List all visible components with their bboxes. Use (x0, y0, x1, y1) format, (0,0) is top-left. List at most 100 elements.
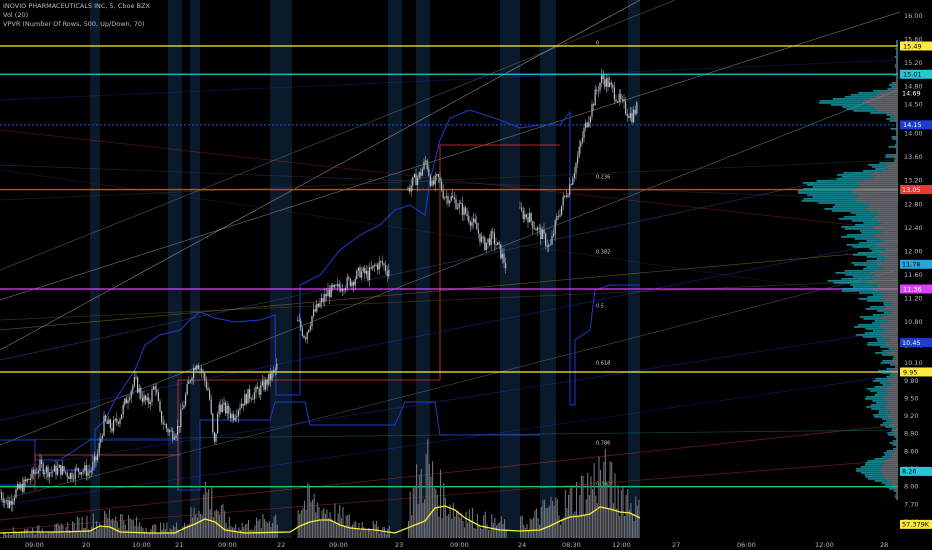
level-tag-label: 15.49 (903, 42, 922, 50)
vpvr-bar-up (835, 272, 870, 274)
vpvr-bar-down (877, 254, 898, 256)
vpvr-bar-down (897, 76, 898, 78)
candle-body (97, 453, 99, 461)
vpvr-bar-up (879, 382, 890, 384)
vpvr-bar-down (893, 434, 898, 436)
vpvr-bar-up (894, 158, 897, 160)
vpvr-indicator-label: VPVR (Number Of Rows, 500, Up/Down, 70) (3, 20, 145, 28)
price-tag (900, 185, 932, 195)
volume-bar (56, 523, 58, 538)
candle-body (314, 309, 316, 312)
candle-body (274, 369, 276, 371)
vpvr-bar-up (887, 88, 894, 90)
vpvr-bar-up (894, 436, 897, 438)
candle-body (143, 395, 145, 402)
volume-bar (238, 527, 240, 538)
candle-body (157, 392, 159, 402)
volume-bar (385, 533, 387, 538)
vpvr-bar-up (854, 238, 879, 240)
vpvr-bar-down (892, 156, 898, 158)
candle-body (13, 497, 15, 502)
candle-body (29, 478, 31, 480)
volume-bar (89, 529, 91, 538)
candle-body (297, 320, 299, 322)
price-tag-label: 14.69 (902, 89, 921, 97)
volume-bar (176, 522, 178, 538)
vpvr-bar-up (894, 66, 897, 68)
vpvr-bar-up (894, 56, 897, 58)
candle-body (247, 389, 249, 404)
vpvr-bar-down (897, 50, 898, 52)
volume-bar (139, 522, 141, 538)
vpvr-bar-down (891, 302, 898, 304)
vpvr-bar-up (830, 104, 868, 106)
vpvr-bar-down (884, 344, 898, 346)
volume-bar (256, 517, 258, 538)
volume-bar (424, 499, 426, 538)
vpvr-bar-down (874, 244, 898, 246)
vpvr-bar-up (893, 74, 896, 76)
candle-body (407, 187, 409, 189)
candle-body (588, 122, 590, 127)
vpvr-bar-down (868, 206, 898, 208)
volume-bar (48, 532, 50, 538)
candle-body (164, 424, 166, 425)
candle-body (39, 460, 41, 471)
vpvr-bar-up (881, 354, 891, 356)
vpvr-bar-down (884, 300, 898, 302)
vpvr-bar-down (887, 416, 898, 418)
volume-bar (428, 463, 430, 538)
volume-bar (502, 523, 504, 538)
vpvr-bar-up (807, 184, 858, 186)
volume-bar (619, 515, 621, 538)
candle-body (140, 388, 142, 398)
candle-body (236, 416, 238, 418)
volume-bar (454, 516, 456, 538)
fib-label: 0.5 (596, 303, 604, 309)
candle-body (212, 413, 214, 433)
volume-bar (206, 492, 208, 538)
vpvr-bar-up (896, 62, 898, 64)
volume-bar (628, 509, 630, 538)
time-tick-label: 20 (82, 541, 90, 549)
vpvr-bar-down (892, 154, 898, 156)
session-band (168, 0, 182, 538)
volume-bar (332, 522, 334, 538)
volume-bar (584, 514, 586, 538)
vpvr-bar-down (883, 328, 898, 330)
volume-bar (246, 523, 248, 538)
vpvr-bar-down (857, 184, 898, 186)
vpvr-bar-up (896, 60, 898, 62)
vpvr-bar-down (884, 478, 898, 480)
vpvr-bar-up (885, 154, 893, 156)
candle-body (129, 398, 131, 401)
vpvr-bar-up (869, 248, 886, 250)
candle-body (577, 156, 579, 164)
volume-bar (638, 499, 640, 538)
candle-body (69, 473, 71, 479)
volume-bar (208, 489, 210, 538)
fib-label: 0 (596, 40, 599, 46)
volume-bar (336, 524, 338, 538)
candle-body (537, 227, 539, 231)
vpvr-bar-up (894, 160, 897, 162)
vpvr-bar-up (882, 384, 892, 386)
volume-bar (353, 522, 355, 538)
vpvr-bar-down (870, 174, 898, 176)
vpvr-bar-up (888, 348, 894, 350)
candle-body (319, 302, 321, 307)
vpvr-bar-up (880, 362, 891, 364)
vpvr-bar-up (862, 336, 883, 338)
vpvr-bar-down (869, 282, 898, 284)
volume-bar (616, 508, 618, 538)
candle-body (300, 320, 302, 329)
candle-body (218, 404, 220, 414)
volume-bar (366, 530, 368, 538)
candle-body (341, 289, 343, 292)
vpvr-bar-up (860, 472, 882, 474)
candle-body (381, 261, 383, 264)
candle-body (621, 99, 623, 101)
volume-bar (334, 503, 336, 538)
volume-bar (99, 523, 101, 538)
